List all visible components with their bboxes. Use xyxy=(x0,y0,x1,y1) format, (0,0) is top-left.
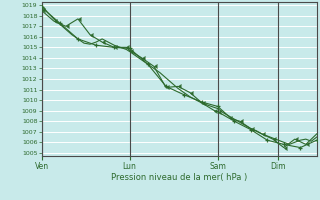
X-axis label: Pression niveau de la mer( hPa ): Pression niveau de la mer( hPa ) xyxy=(111,173,247,182)
